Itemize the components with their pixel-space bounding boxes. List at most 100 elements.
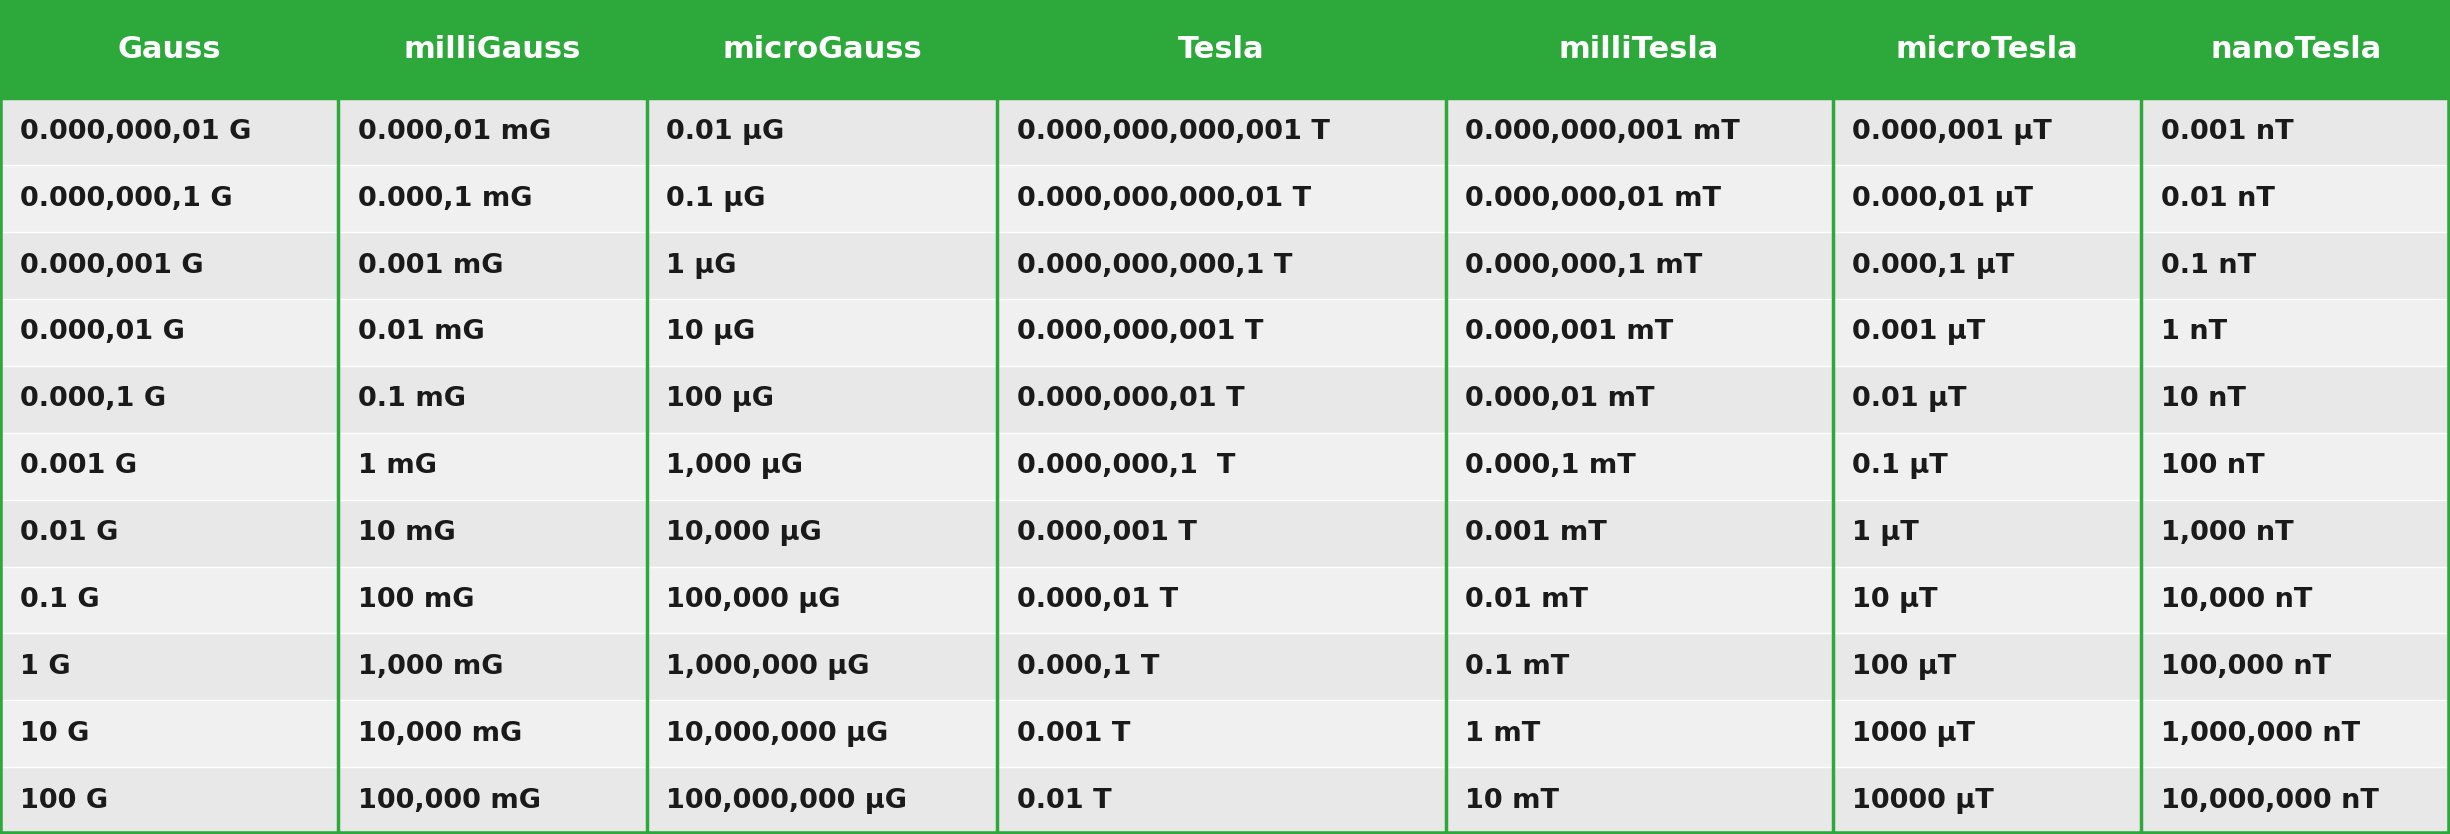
Text: 0.000,000,000,1 T: 0.000,000,000,1 T [1017, 253, 1291, 279]
Text: 0.000,001 μT: 0.000,001 μT [1852, 119, 2053, 145]
Bar [647, 433, 997, 500]
Text: 1,000 nT: 1,000 nT [2161, 520, 2293, 546]
Text: 100 mG: 100 mG [358, 587, 475, 613]
Bar [997, 566, 1446, 633]
Text: 0.000,000,1  T: 0.000,000,1 T [1017, 453, 1235, 480]
Bar [1446, 165, 1833, 232]
Text: 0.001 μT: 0.001 μT [1852, 319, 1985, 345]
Bar [997, 767, 1446, 834]
Text: 0.000,000,000,01 T: 0.000,000,000,01 T [1017, 186, 1311, 212]
Text: 10 G: 10 G [20, 721, 88, 746]
Text: microGauss: microGauss [723, 35, 921, 63]
Text: 100,000,000 μG: 100,000,000 μG [666, 787, 906, 813]
Text: 1 mG: 1 mG [358, 453, 436, 480]
Bar [2141, 366, 2450, 433]
Bar [997, 0, 1446, 98]
Bar [338, 633, 647, 701]
Bar [647, 165, 997, 232]
Text: 0.1 mT: 0.1 mT [1465, 654, 1570, 680]
Text: 0.001 mG: 0.001 mG [358, 253, 502, 279]
Bar [2141, 0, 2450, 98]
Bar [0, 500, 338, 566]
Bar [1833, 232, 2141, 299]
Bar [1446, 0, 1833, 98]
Bar [997, 366, 1446, 433]
Text: 1 μG: 1 μG [666, 253, 737, 279]
Bar [997, 701, 1446, 767]
Text: 0.000,000,000,001 T: 0.000,000,000,001 T [1017, 119, 1330, 145]
Bar [338, 500, 647, 566]
Text: 0.1 mG: 0.1 mG [358, 386, 466, 412]
Text: 0.01 G: 0.01 G [20, 520, 118, 546]
Text: 10,000,000 nT: 10,000,000 nT [2161, 787, 2379, 813]
Bar [647, 767, 997, 834]
Text: 10000 μT: 10000 μT [1852, 787, 1994, 813]
Text: 100 G: 100 G [20, 787, 108, 813]
Text: 0.000,01 μT: 0.000,01 μT [1852, 186, 2034, 212]
Bar [997, 500, 1446, 566]
Bar [997, 433, 1446, 500]
Text: 0.000,001 mT: 0.000,001 mT [1465, 319, 1673, 345]
Bar [0, 433, 338, 500]
Text: 0.000,001 G: 0.000,001 G [20, 253, 203, 279]
Text: 0.1 G: 0.1 G [20, 587, 98, 613]
Bar [338, 701, 647, 767]
Bar [1446, 500, 1833, 566]
Text: 0.000,1 μT: 0.000,1 μT [1852, 253, 2014, 279]
Bar [647, 299, 997, 366]
Bar [2141, 98, 2450, 165]
Text: 0.000,01 G: 0.000,01 G [20, 319, 184, 345]
Bar [997, 633, 1446, 701]
Text: 1,000 mG: 1,000 mG [358, 654, 502, 680]
Text: 0.01 T: 0.01 T [1017, 787, 1112, 813]
Text: 1 μT: 1 μT [1852, 520, 1918, 546]
Bar [1446, 232, 1833, 299]
Text: milliGauss: milliGauss [404, 35, 581, 63]
Bar [1446, 299, 1833, 366]
Text: 10 mG: 10 mG [358, 520, 456, 546]
Text: 10,000,000 μG: 10,000,000 μG [666, 721, 889, 746]
Bar [2141, 299, 2450, 366]
Bar [2141, 566, 2450, 633]
Bar [0, 633, 338, 701]
Text: 0.000,01 mG: 0.000,01 mG [358, 119, 551, 145]
Text: 0.001 T: 0.001 T [1017, 721, 1129, 746]
Bar [0, 701, 338, 767]
Bar [338, 0, 647, 98]
Bar [338, 767, 647, 834]
Text: 0.000,000,1 mT: 0.000,000,1 mT [1465, 253, 1703, 279]
Text: 10,000 mG: 10,000 mG [358, 721, 522, 746]
Text: 0.000,000,001 mT: 0.000,000,001 mT [1465, 119, 1740, 145]
Bar [338, 232, 647, 299]
Bar [1833, 701, 2141, 767]
Bar [1833, 98, 2141, 165]
Bar [997, 98, 1446, 165]
Text: 0.01 μT: 0.01 μT [1852, 386, 1967, 412]
Text: milliTesla: milliTesla [1558, 35, 1720, 63]
Bar [2141, 232, 2450, 299]
Bar [1833, 0, 2141, 98]
Bar [1833, 500, 2141, 566]
Text: 1,000 μG: 1,000 μG [666, 453, 804, 480]
Bar [997, 165, 1446, 232]
Text: 0.000,000,001 T: 0.000,000,001 T [1017, 319, 1264, 345]
Text: 1000 μT: 1000 μT [1852, 721, 1975, 746]
Bar [338, 98, 647, 165]
Bar [1446, 566, 1833, 633]
Bar [647, 500, 997, 566]
Bar [2141, 701, 2450, 767]
Text: 1,000,000 nT: 1,000,000 nT [2161, 721, 2359, 746]
Bar [0, 165, 338, 232]
Text: 100,000 μG: 100,000 μG [666, 587, 840, 613]
Bar [338, 165, 647, 232]
Text: 1 G: 1 G [20, 654, 71, 680]
Bar [1833, 299, 2141, 366]
Bar [2141, 500, 2450, 566]
Bar [1446, 767, 1833, 834]
Bar [0, 98, 338, 165]
Text: 0.000,000,01 T: 0.000,000,01 T [1017, 386, 1245, 412]
Text: 0.000,01 T: 0.000,01 T [1017, 587, 1178, 613]
Bar [0, 0, 338, 98]
Text: 0.1 μT: 0.1 μT [1852, 453, 1948, 480]
Text: 1,000,000 μG: 1,000,000 μG [666, 654, 870, 680]
